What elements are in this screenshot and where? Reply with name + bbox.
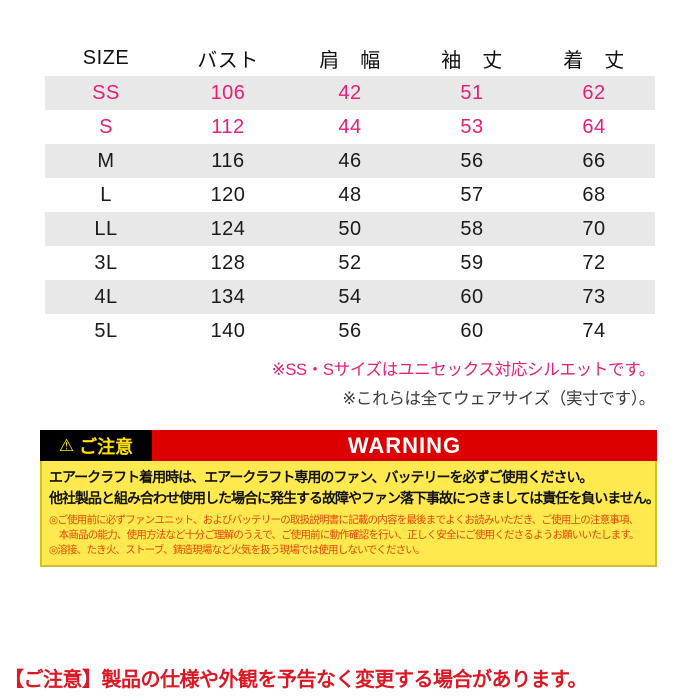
length-cell: 73 [582,285,606,308]
table-row-3l: 3L 128 52 59 72 [45,246,655,280]
warning-bold-line-1: エアークラフト着用時は、エアークラフト専用のファン、バッテリーを必ずご使用くださ… [49,469,593,485]
footer-caution-note: 【ご注意】製品の仕様や外観を予告なく変更する場合があります。 [4,669,588,691]
length-cell: 68 [582,183,606,206]
shoulder-cell: 42 [338,81,362,104]
header-cell-shoulder: 肩 幅 [319,49,381,72]
bust-cell: 134 [210,285,246,308]
length-cell: 62 [582,81,606,104]
sleeve-cell: 51 [460,81,484,104]
bust-cell: 140 [210,319,246,342]
bust-cell: 112 [211,115,245,138]
warning-body: エアークラフト着用時は、エアークラフト専用のファン、バッテリーを必ずご使用くださ… [40,461,657,567]
warning-bold-line-2: 他社製品と組み合わせ使用した場合に発生する故障やファン落下事故につきましては責任… [49,490,657,506]
table-row-4l: 4L 134 54 60 73 [45,280,655,314]
table-row-ll: LL 124 50 58 70 [45,212,655,246]
size-notes: ※SS・Sサイズはユニセックス対応シルエットです。 ※これらは全てウェアサイズ（… [271,356,656,414]
warning-small-line-1: ◎ご使用前に必ずファンユニット、およびバッテリーの取扱説明書に記載の内容を最後ま… [49,514,639,526]
warning-box: ⚠ ご注意 WARNING エアークラフト着用時は、エアークラフト専用のファン、… [40,430,657,567]
warning-small-line-2: 本商品の能力、使用方法など十分ご理解のうえで、ご使用前に動作確認を行い、正しく安… [49,529,640,541]
size-cell: S [99,115,113,138]
bust-cell: 120 [210,183,246,206]
caution-label-text: ご注意 [79,436,134,457]
table-row-m: M 116 46 56 66 [45,144,655,178]
table-row-s: S 112 44 53 64 [45,110,655,144]
shoulder-cell: 48 [338,183,362,206]
shoulder-cell: 44 [338,115,362,138]
warning-small-line-3: ◎溶接、たき火、ストーブ、鋳造現場など火気を扱う現場では使用しないでください。 [49,544,426,556]
sleeve-cell: 53 [460,115,484,138]
shoulder-cell: 54 [338,285,362,308]
warning-small-text: ◎ご使用前に必ずファンユニット、およびバッテリーの取扱説明書に記載の内容を最後ま… [49,513,648,558]
warning-header: ⚠ ご注意 WARNING [40,430,657,461]
length-cell: 74 [582,319,606,342]
size-cell: 4L [94,285,118,308]
size-cell: M [97,149,115,172]
bust-cell: 116 [211,149,245,172]
header-cell-length: 着 丈 [563,49,625,72]
size-cell: 3L [94,251,118,274]
bust-cell: 128 [210,251,246,274]
header-cell-bust: バスト [197,49,259,72]
shoulder-cell: 46 [338,149,362,172]
bust-cell: 124 [210,217,246,240]
sleeve-cell: 60 [460,285,484,308]
table-header-row: SIZE バスト 肩 幅 袖 丈 着 丈 [45,40,655,76]
shoulder-cell: 52 [338,251,362,274]
shoulder-cell: 50 [338,217,362,240]
bust-cell: 106 [210,81,246,104]
size-cell: LL [94,217,118,240]
shoulder-cell: 56 [338,319,362,342]
note-unisex-silhouette: ※SS・Sサイズはユニセックス対応シルエットです。 [271,361,656,379]
size-cell: 5L [94,319,118,342]
size-spec-table: SIZE バスト 肩 幅 袖 丈 着 丈 SS 106 42 51 62 S 1… [45,40,655,348]
sleeve-cell: 59 [460,251,484,274]
size-cell: L [100,183,112,206]
table-row-ss: SS 106 42 51 62 [45,76,655,110]
caution-label: ⚠ ご注意 [40,430,152,461]
length-cell: 72 [582,251,606,274]
length-cell: 70 [582,217,606,240]
header-cell-size: SIZE [82,46,130,69]
sleeve-cell: 60 [460,319,484,342]
note-wear-size: ※これらは全てウェアサイズ（実寸です）。 [342,390,655,408]
length-cell: 64 [582,115,606,138]
table-row-5l: 5L 140 56 60 74 [45,314,655,348]
table-row-l: L 120 48 57 68 [45,178,655,212]
sleeve-cell: 57 [460,183,484,206]
warning-banner: WARNING [152,430,657,461]
sleeve-cell: 58 [460,217,484,240]
length-cell: 66 [582,149,606,172]
header-cell-sleeve: 袖 丈 [441,49,503,72]
size-cell: SS [92,81,120,104]
sleeve-cell: 56 [460,149,484,172]
warning-triangle-icon: ⚠ [58,436,75,455]
